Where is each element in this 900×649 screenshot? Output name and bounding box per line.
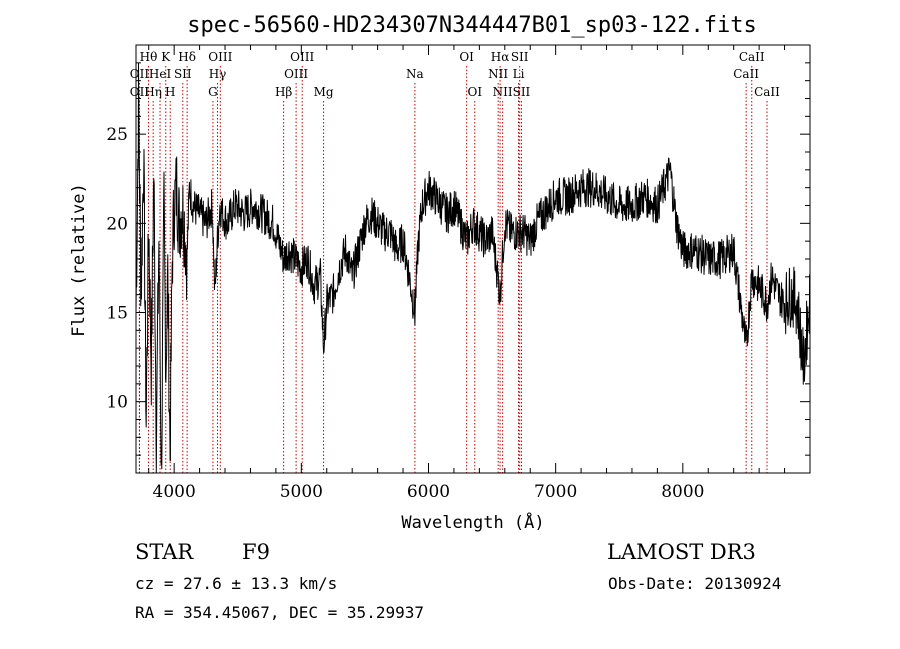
spectral-line-label: OIII bbox=[284, 67, 308, 81]
x-tick-label: 7000 bbox=[534, 482, 577, 502]
observation-date: Obs-Date: 20130924 bbox=[608, 574, 782, 593]
spectral-line-label: OIII bbox=[208, 50, 232, 64]
spectral-line-label: NII bbox=[488, 67, 508, 81]
flux-series bbox=[135, 62, 811, 474]
object-subclass: F9 bbox=[242, 540, 270, 564]
x-tick-label: 5000 bbox=[280, 482, 323, 502]
x-tick-label: 6000 bbox=[407, 482, 450, 502]
spectral-line-label: OI bbox=[467, 85, 482, 99]
spectral-line-label: Hη bbox=[144, 85, 162, 99]
y-tick-label: 10 bbox=[106, 393, 128, 413]
coordinates-readout: RA = 354.45067, DEC = 35.29937 bbox=[135, 603, 424, 622]
spectral-line-label: NII bbox=[493, 85, 513, 99]
spectral-line-label: CaII bbox=[733, 67, 759, 81]
spectral-line-label: SII bbox=[174, 67, 192, 81]
x-axis-ticks: 4000 5000 6000 7000 8000 bbox=[148, 45, 811, 502]
spectral-line-label: H bbox=[165, 85, 175, 99]
chart-title: spec-56560-HD234307N344447B01_sp03-122.f… bbox=[187, 13, 757, 38]
spectral-line-label: K bbox=[161, 50, 171, 64]
spectral-line-labels: OIIOIIHθHηHeIKSIIHHδGOIIIHγHβOIIIOIIIMgN… bbox=[130, 50, 780, 99]
spectral-line-label: Hθ bbox=[140, 50, 158, 64]
y-tick-label: 25 bbox=[106, 125, 128, 145]
spectral-line-label: CaII bbox=[739, 50, 765, 64]
y-axis-ticks: 10 15 20 25 bbox=[106, 44, 810, 456]
spectral-line-label: Hβ bbox=[275, 85, 292, 99]
y-tick-label: 20 bbox=[106, 214, 128, 234]
spectral-line-label: HeI bbox=[149, 67, 172, 81]
spectral-line-label: Li bbox=[513, 67, 525, 81]
x-axis-label: Wavelength (Å) bbox=[401, 511, 544, 533]
spectral-line-label: G bbox=[208, 85, 218, 99]
y-tick-label: 15 bbox=[106, 304, 128, 324]
spectral-line-label: OII bbox=[130, 67, 150, 81]
x-tick-label: 4000 bbox=[153, 482, 196, 502]
survey-name: LAMOST DR3 bbox=[607, 540, 756, 564]
x-tick-label: 8000 bbox=[661, 482, 704, 502]
y-axis-label: Flux (relative) bbox=[69, 183, 89, 337]
spectral-line-label: Hδ bbox=[178, 50, 196, 64]
spectral-line-label: CaII bbox=[754, 85, 780, 99]
spectral-line-label: Na bbox=[406, 67, 424, 81]
spectral-line-markers bbox=[138, 66, 768, 473]
redshift-readout: cz = 27.6 ± 13.3 km/s bbox=[135, 574, 338, 593]
spectral-line-label: OII bbox=[130, 85, 150, 99]
spectral-line-label: SII bbox=[511, 50, 529, 64]
spectral-line-label: SII bbox=[513, 85, 531, 99]
spectral-line-label: Mg bbox=[314, 85, 334, 99]
flux-line bbox=[135, 62, 811, 474]
spectral-line-label: Hγ bbox=[209, 67, 227, 81]
object-class: STAR bbox=[135, 540, 194, 564]
spectral-line-label: Hα bbox=[491, 50, 510, 64]
spectral-line-label: OI bbox=[459, 50, 474, 64]
spectral-line-label: OIII bbox=[290, 50, 314, 64]
